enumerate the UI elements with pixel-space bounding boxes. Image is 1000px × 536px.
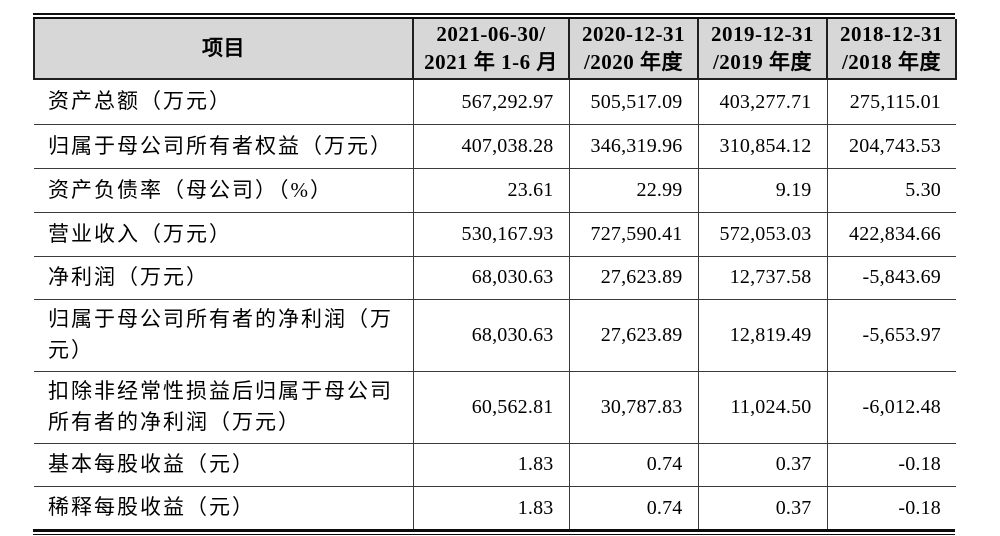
value-cell: 11,024.50 (697, 371, 827, 444)
table-row-net-profit: 净利润（万元） 68,030.63 27,623.89 12,737.58 -5… (34, 256, 956, 300)
row-label: 扣除非经常性损益后归属于母公司所有者的净利润（万元） (34, 371, 413, 444)
value-cell: 30,787.83 (568, 371, 698, 444)
row-label: 基本每股收益（元） (34, 443, 413, 487)
header-cell-item: 项目 (33, 19, 414, 81)
table-row-parent-net-profit: 归属于母公司所有者的净利润（万元） 68,030.63 27,623.89 12… (34, 299, 956, 372)
header-item-label: 项目 (202, 35, 245, 60)
value-cell: -5,653.97 (826, 299, 956, 372)
header-period-line1: 2020-12-31 (582, 22, 685, 46)
row-label: 稀释每股收益（元） (48, 495, 255, 520)
value-cell: 1.83 (412, 443, 569, 487)
value-cell: -0.18 (826, 486, 956, 530)
value-cell: 12,737.58 (697, 256, 827, 300)
value-cell: 422,834.66 (826, 212, 956, 257)
header-cell-period-2020: 2020-12-31 /2020 年度 (568, 19, 699, 81)
value-cell: 0.74 (568, 486, 698, 530)
value-cell: 407,038.28 (412, 124, 569, 169)
value-cell: 572,053.03 (697, 212, 827, 257)
row-label: 资产总额（万元） (34, 79, 413, 125)
value-cell: 1.83 (412, 486, 569, 530)
table-row-revenue: 营业收入（万元） 530,167.93 727,590.41 572,053.0… (34, 212, 956, 257)
value-cell: -5,843.69 (826, 256, 956, 300)
value-cell: 204,743.53 (826, 124, 956, 169)
value-cell: 68,030.63 (412, 256, 569, 300)
row-label: 净利润（万元） (34, 256, 413, 300)
header-cell-period-2021: 2021-06-30/ 2021 年 1-6 月 (412, 19, 570, 81)
value-cell: 530,167.93 (412, 212, 569, 257)
value-cell: 403,277.71 (697, 79, 827, 125)
value-cell: 275,115.01 (826, 79, 956, 125)
value-cell: 27,623.89 (568, 256, 698, 300)
value-cell: 12,819.49 (697, 299, 827, 372)
header-row: 项目 2021-06-30/ 2021 年 1-6 月 2020-12-31 /… (33, 19, 957, 81)
value-cell: 567,292.97 (412, 79, 569, 125)
value-cell: 60,562.81 (412, 371, 569, 444)
bottom-double-rule (33, 529, 955, 536)
table-row-total-assets: 资产总额（万元） 567,292.97 505,517.09 403,277.7… (34, 79, 956, 125)
header-period-line2: /2019 年度 (712, 49, 813, 74)
value-cell: 9.19 (697, 168, 827, 213)
header-cell-period-2018: 2018-12-31 /2018 年度 (826, 19, 957, 81)
header-period-line2: /2018 年度 (841, 49, 942, 74)
value-cell: 727,590.41 (568, 212, 698, 257)
table-row-parent-equity: 归属于母公司所有者权益（万元） 407,038.28 346,319.96 31… (34, 124, 956, 169)
table-row-basic-eps: 基本每股收益（元） 1.83 0.74 0.37 -0.18 (34, 443, 956, 487)
header-period-line2: /2020 年度 (583, 49, 684, 74)
financial-table: 项目 2021-06-30/ 2021 年 1-6 月 2020-12-31 /… (33, 19, 957, 530)
value-cell: 0.74 (568, 443, 698, 487)
value-cell: 0.37 (697, 443, 827, 487)
header-period-line1: 2021-06-30/ (436, 22, 546, 46)
header-period-line2: 2021 年 1-6 月 (424, 49, 558, 74)
value-cell: -0.18 (826, 443, 956, 487)
value-cell: 5.30 (826, 168, 956, 213)
value-cell: 0.37 (697, 486, 827, 530)
header-period-line1: 2019-12-31 (711, 22, 814, 46)
row-label: 归属于母公司所有者权益（万元） (34, 124, 413, 169)
table-row-non-recurring-net-profit: 扣除非经常性损益后归属于母公司所有者的净利润（万元） 60,562.81 30,… (34, 371, 956, 444)
top-double-rule (33, 13, 955, 19)
row-label: 归属于母公司所有者的净利润（万元） (34, 299, 413, 372)
value-cell: -6,012.48 (826, 371, 956, 444)
value-cell: 22.99 (568, 168, 698, 213)
header-cell-period-2019: 2019-12-31 /2019 年度 (697, 19, 828, 81)
header-period-line1: 2018-12-31 (840, 22, 943, 46)
row-label: 营业收入（万元） (34, 212, 413, 257)
value-cell: 23.61 (412, 168, 569, 213)
value-cell: 68,030.63 (412, 299, 569, 372)
value-cell: 27,623.89 (568, 299, 698, 372)
row-label: 资产负债率（母公司）（%） (34, 168, 413, 213)
table-row-debt-ratio: 资产负债率（母公司）（%） 23.61 22.99 9.19 5.30 (34, 168, 956, 213)
table-row-diluted-eps: 稀释每股收益（元） 1.83 0.74 0.37 -0.18 (34, 486, 956, 530)
value-cell: 310,854.12 (697, 124, 827, 169)
value-cell: 346,319.96 (568, 124, 698, 169)
financial-summary-table: 项目 2021-06-30/ 2021 年 1-6 月 2020-12-31 /… (33, 13, 957, 536)
value-cell: 505,517.09 (568, 79, 698, 125)
